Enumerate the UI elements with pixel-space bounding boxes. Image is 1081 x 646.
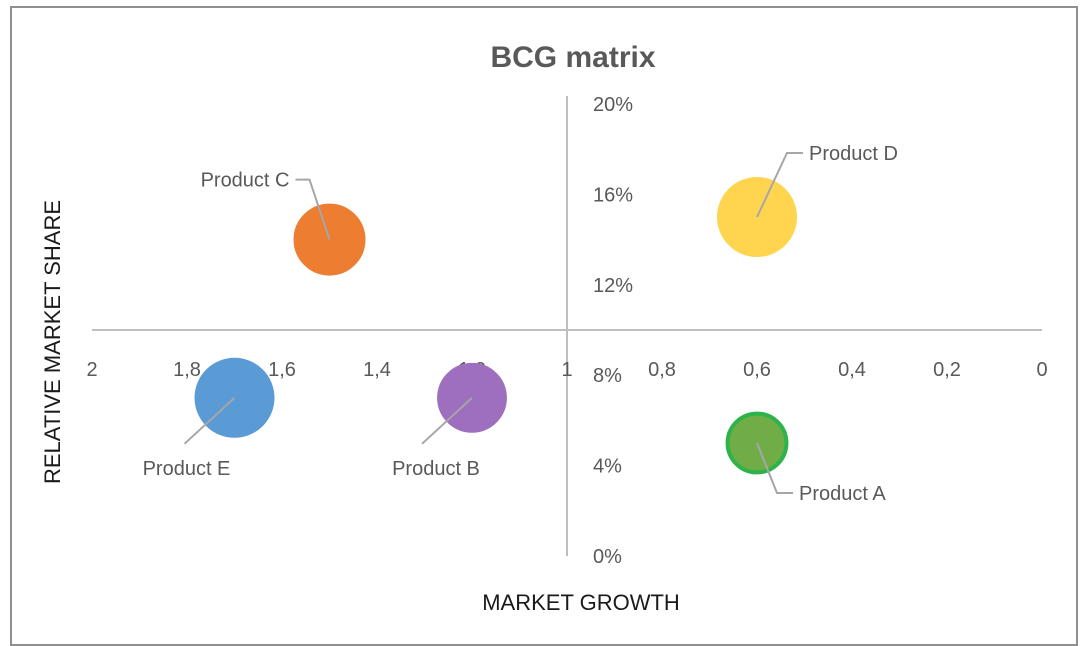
data-label-product-a: Product A xyxy=(799,483,886,505)
x-tick-label: 0,8 xyxy=(648,359,676,381)
leader-line-product-d xyxy=(756,152,803,218)
y-tick-labels: 0% 4% 8% 12% 16% 20% xyxy=(593,94,633,568)
y-tick-label: 12% xyxy=(593,275,633,297)
y-tick-label: 16% xyxy=(593,184,633,206)
data-label-product-e: Product E xyxy=(143,458,231,480)
leader-line-product-e xyxy=(183,397,236,445)
bcg-bubble-chart: BCG matrix 21,81,61,41,210,80,60,40,20 0… xyxy=(40,41,1048,615)
x-tick-label: 0,6 xyxy=(743,359,771,381)
axes xyxy=(92,96,1042,556)
leader-line-product-a xyxy=(756,442,793,494)
leader-line-product-c xyxy=(295,178,331,240)
x-tick-label: 0,4 xyxy=(838,359,866,381)
x-tick-label: 1,4 xyxy=(363,359,391,381)
x-tick-label: 1 xyxy=(561,359,572,381)
y-tick-label: 8% xyxy=(593,365,622,387)
y-tick-label: 4% xyxy=(593,456,622,478)
x-tick-label: 0,2 xyxy=(933,359,961,381)
x-axis-title: MARKET GROWTH xyxy=(482,590,680,615)
data-label-product-d: Product D xyxy=(809,143,898,165)
chart-frame xyxy=(10,6,1078,646)
leader-line-product-b xyxy=(421,397,473,445)
x-tick-label: 2 xyxy=(86,359,97,381)
y-tick-label: 0% xyxy=(593,546,622,568)
y-axis-title: RELATIVE MARKET SHARE xyxy=(40,200,65,484)
data-labels: Product A Product B Product C Product D Prod… xyxy=(143,143,898,505)
chart-title: BCG matrix xyxy=(490,41,655,74)
data-label-product-c: Product C xyxy=(201,170,290,192)
bubbles xyxy=(194,177,797,475)
y-tick-label: 20% xyxy=(593,94,633,116)
x-tick-label: 1,6 xyxy=(268,359,296,381)
x-tick-label: 0 xyxy=(1036,359,1047,381)
data-label-product-b: Product B xyxy=(392,458,480,480)
x-tick-label: 1,8 xyxy=(173,359,201,381)
